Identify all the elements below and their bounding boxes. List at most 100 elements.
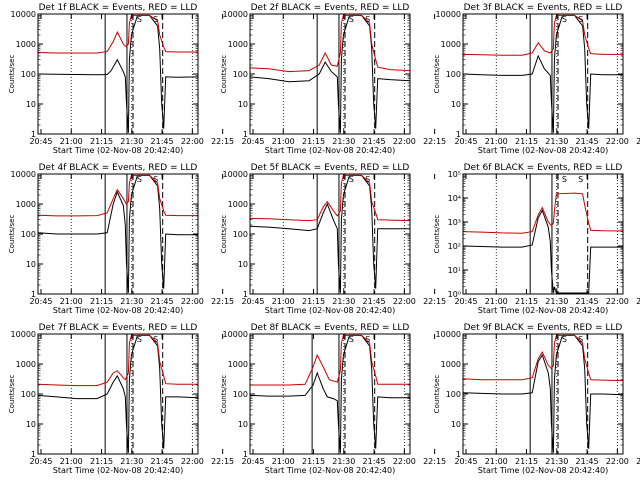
saa-marker-label: S (365, 175, 370, 184)
saa-marker-label: S (365, 335, 370, 344)
detector-panel-6: Det 6f BLACK = Events, RED = LLD S S 10⁰ 10¹… (433, 163, 640, 315)
x-tick-label: 21:00 (272, 457, 295, 466)
saa-marker-label: S (562, 175, 567, 184)
y-tick-label: 10000 (223, 330, 248, 339)
y-tick-label: 100 (233, 230, 248, 239)
lld-series-line (250, 14, 410, 73)
lld-series-line (38, 334, 198, 387)
y-tick-label: 10⁴ (448, 194, 461, 203)
y-tick-label: 1000 (16, 360, 36, 369)
detector-panel-4: Det 4f BLACK = Events, RED = LLD S S 1 10 100… (8, 163, 234, 315)
x-tick-label: 21:45 (151, 297, 174, 306)
y-tick-label: 10 (26, 260, 36, 269)
x-tick-label: 20:45 (29, 297, 52, 306)
events-series-line (463, 334, 623, 453)
y-tick-label: 10 (451, 420, 461, 429)
saa-marker-label: S (578, 335, 583, 344)
y-tick-label: 100 (446, 70, 461, 79)
y-tick-label: 1 (456, 450, 461, 459)
x-tick-label: 22:00 (606, 457, 629, 466)
y-axis-label: Counts/sec (433, 215, 441, 254)
panel-title: Det 4f BLACK = Events, RED = LLD (39, 163, 198, 173)
x-tick-label: 22:15 (211, 137, 234, 146)
events-series-line (250, 334, 410, 453)
y-tick-label: 10000 (223, 170, 248, 179)
y-tick-label: 10¹ (448, 266, 461, 275)
y-tick-label: 1 (456, 130, 461, 139)
saa-marker-label: S (349, 175, 354, 184)
events-series-line (38, 174, 198, 293)
y-tick-label: 1000 (441, 40, 461, 49)
detector-panel-5: Det 5f BLACK = Events, RED = LLD S S 1 10 100… (220, 163, 446, 315)
events-series-line (38, 334, 198, 453)
panel-title: Det 9f BLACK = Events, RED = LLD (464, 323, 623, 333)
x-tick-label: 22:15 (423, 137, 446, 146)
x-tick-label: 21:00 (60, 137, 83, 146)
lld-series-line (463, 334, 623, 382)
x-tick-label: 22:00 (606, 297, 629, 306)
x-tick-label: 22:15 (636, 297, 640, 306)
saa-marker-label: S (137, 335, 142, 344)
y-axis-label: Counts/sec (433, 55, 441, 94)
x-tick-label: 20:45 (241, 457, 264, 466)
detector-panel-8: Det 8f BLACK = Events, RED = LLD S S 1 10 100… (220, 323, 446, 475)
y-tick-label: 1 (31, 130, 36, 139)
x-tick-label: 21:45 (363, 457, 386, 466)
y-tick-label: 1000 (441, 360, 461, 369)
x-tick-label: 21:15 (90, 297, 113, 306)
x-tick-label: 21:45 (151, 457, 174, 466)
y-tick-label: 100 (21, 390, 36, 399)
y-tick-label: 10000 (11, 10, 36, 19)
events-series-line (38, 14, 198, 133)
x-tick-label: 21:00 (485, 457, 508, 466)
plot-frame (249, 333, 411, 455)
y-tick-label: 10⁵ (448, 170, 461, 179)
lld-series-line (38, 174, 198, 217)
panel-title: Det 5f BLACK = Events, RED = LLD (251, 163, 410, 173)
detector-panel-2: Det 2f BLACK = Events, RED = LLD S S 1 10 100… (220, 3, 446, 155)
x-tick-label: 20:45 (241, 297, 264, 306)
saa-marker-label: S (562, 335, 567, 344)
y-tick-label: 100 (21, 70, 36, 79)
saa-marker-label: S (153, 15, 158, 24)
events-series-line (250, 174, 410, 293)
detector-panel-7: Det 7f BLACK = Events, RED = LLD S S 1 10 100… (8, 323, 234, 475)
x-axis-label: Start Time (02-Nov-08 20:42:40) (53, 306, 183, 315)
x-tick-label: 22:15 (636, 137, 640, 146)
x-tick-label: 21:45 (576, 297, 599, 306)
x-tick-label: 21:45 (363, 137, 386, 146)
x-tick-label: 20:45 (454, 457, 477, 466)
x-tick-label: 21:30 (332, 137, 355, 146)
y-tick-label: 10000 (11, 330, 36, 339)
x-tick-label: 22:15 (636, 457, 640, 466)
y-axis-label: Counts/sec (220, 55, 228, 94)
x-axis-label: Start Time (02-Nov-08 20:42:40) (478, 466, 608, 475)
plot-frame (249, 173, 411, 295)
y-tick-label: 100 (21, 230, 36, 239)
panel-title: Det 3f BLACK = Events, RED = LLD (464, 3, 623, 13)
y-tick-label: 10 (238, 420, 248, 429)
y-tick-label: 10 (26, 420, 36, 429)
x-tick-label: 22:00 (393, 297, 416, 306)
x-tick-label: 21:15 (515, 137, 538, 146)
y-tick-label: 10000 (436, 10, 461, 19)
events-series-line (463, 209, 623, 294)
x-axis-label: Start Time (02-Nov-08 20:42:40) (478, 146, 608, 155)
x-tick-label: 21:30 (120, 297, 143, 306)
y-tick-label: 1 (31, 290, 36, 299)
x-tick-label: 20:45 (454, 297, 477, 306)
x-tick-label: 22:00 (181, 297, 204, 306)
x-axis-label: Start Time (02-Nov-08 20:42:40) (265, 306, 395, 315)
x-tick-label: 21:30 (120, 137, 143, 146)
events-series-line (463, 14, 623, 133)
saa-marker-label: S (153, 175, 158, 184)
x-tick-label: 20:45 (241, 137, 264, 146)
y-tick-label: 100 (233, 390, 248, 399)
y-axis-label: Counts/sec (220, 215, 228, 254)
y-tick-label: 10⁰ (448, 290, 461, 299)
y-tick-label: 1000 (228, 360, 248, 369)
x-tick-label: 21:00 (60, 457, 83, 466)
detector-panel-3: Det 3f BLACK = Events, RED = LLD S S 1 10 100… (433, 3, 640, 155)
x-tick-label: 22:00 (181, 137, 204, 146)
detector-panel-1: Det 1f BLACK = Events, RED = LLD S S 1 10 100… (8, 3, 234, 155)
